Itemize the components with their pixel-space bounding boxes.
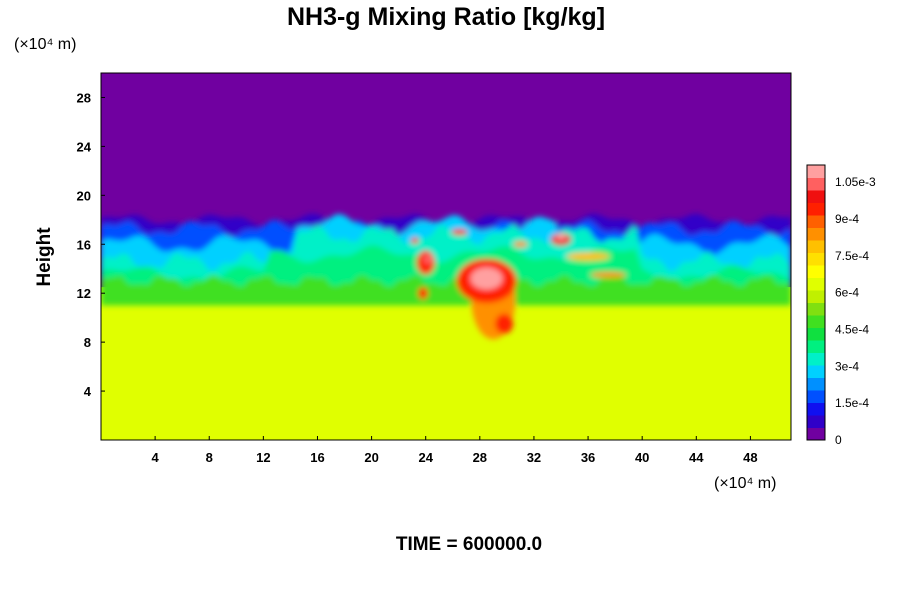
colorbar-swatch — [807, 177, 825, 191]
colorbar-swatch — [807, 302, 825, 316]
colorbar-swatch — [807, 340, 825, 353]
colorbar-tick-label: 9e-4 — [835, 212, 859, 226]
x-tick-label: 36 — [581, 450, 595, 465]
colorbar-swatch — [807, 402, 825, 416]
x-tick-label: 8 — [206, 450, 213, 465]
x-tick-label: 20 — [364, 450, 378, 465]
chart-title: NH3-g Mixing Ratio [kg/kg] — [287, 3, 605, 31]
x-tick-label: 24 — [418, 450, 433, 465]
plume-red — [451, 229, 468, 236]
colorbar-tick-label: 6e-4 — [835, 286, 859, 300]
colorbar-swatch — [807, 427, 825, 441]
colorbar-swatch — [807, 415, 825, 428]
colorbar-swatch — [807, 365, 825, 378]
colorbar-swatch — [807, 352, 825, 366]
colorbar-swatch — [807, 227, 825, 241]
x-tick-label: 28 — [473, 450, 487, 465]
field-lower — [101, 287, 791, 440]
y-tick-label: 24 — [77, 139, 92, 154]
colorbar-swatch — [807, 190, 825, 203]
plume-pink — [470, 267, 503, 290]
colorbar-frame — [806, 164, 826, 441]
colorbar-swatch — [807, 240, 825, 253]
x-tick-label: 48 — [743, 450, 757, 465]
x-tick-label: 32 — [527, 450, 541, 465]
plot-frame — [100, 72, 792, 441]
colorbar-swatch — [807, 265, 825, 278]
x-tick-label: 40 — [635, 450, 649, 465]
band-light-green — [101, 275, 791, 306]
colorbar-swatch — [807, 327, 825, 341]
x-axis-ticks: 4 8 12 16 20 24 28 32 36 40 44 48 — [152, 436, 758, 465]
colorbar: 0 1.5e-4 3e-4 4.5e-4 6e-4 7.5e-4 9e-4 1.05e-3 — [806, 164, 876, 447]
colorbar-swatch — [807, 315, 825, 328]
plume-red — [495, 313, 514, 334]
y-tick-label: 12 — [77, 286, 91, 301]
y-tick-label: 28 — [77, 90, 91, 105]
colorbar-swatch — [807, 202, 825, 216]
x-unit-label: (×10⁴ m) — [714, 475, 776, 492]
colorbar-tick-label: 1.5e-4 — [835, 396, 869, 410]
plume-pink — [556, 233, 566, 240]
colorbar-swatch — [807, 390, 825, 403]
plume-red — [418, 287, 428, 300]
colorbar-swatch — [807, 215, 825, 228]
colorbar-tick-label: 0 — [835, 433, 842, 447]
colorbar-tick-label: 7.5e-4 — [835, 249, 869, 263]
colorbar-swatch — [807, 252, 825, 266]
colorbar-tick-label: 3e-4 — [835, 359, 859, 373]
y-tick-label: 20 — [77, 188, 91, 203]
heatmap-field — [101, 73, 791, 440]
colorbar-tick-label: 1.05e-3 — [835, 175, 876, 189]
colorbar-swatch — [807, 377, 825, 391]
y-tick-label: 4 — [84, 384, 92, 399]
x-tick-label: 4 — [152, 450, 160, 465]
plume-orange — [590, 271, 627, 278]
plume-orange — [513, 241, 528, 248]
y-tick-label: 16 — [77, 237, 91, 252]
y-axis-ticks: 4 8 12 16 20 24 28 — [77, 90, 105, 399]
plume-red — [410, 237, 419, 244]
x-tick-label: 44 — [689, 450, 704, 465]
x-tick-label: 12 — [256, 450, 270, 465]
colorbar-swatch — [807, 277, 825, 291]
colorbar-swatch — [807, 165, 825, 178]
y-tick-label: 8 — [84, 335, 91, 350]
time-label: TIME = 600000.0 — [396, 534, 542, 555]
colorbar-tick-label: 4.5e-4 — [835, 323, 869, 337]
plume-orange — [566, 252, 611, 261]
x-tick-label: 16 — [310, 450, 324, 465]
y-axis-title: Height — [34, 227, 55, 287]
colorbar-swatch — [807, 290, 825, 303]
y-unit-label: (×10⁴ m) — [14, 36, 76, 53]
plume-pink — [423, 253, 434, 264]
